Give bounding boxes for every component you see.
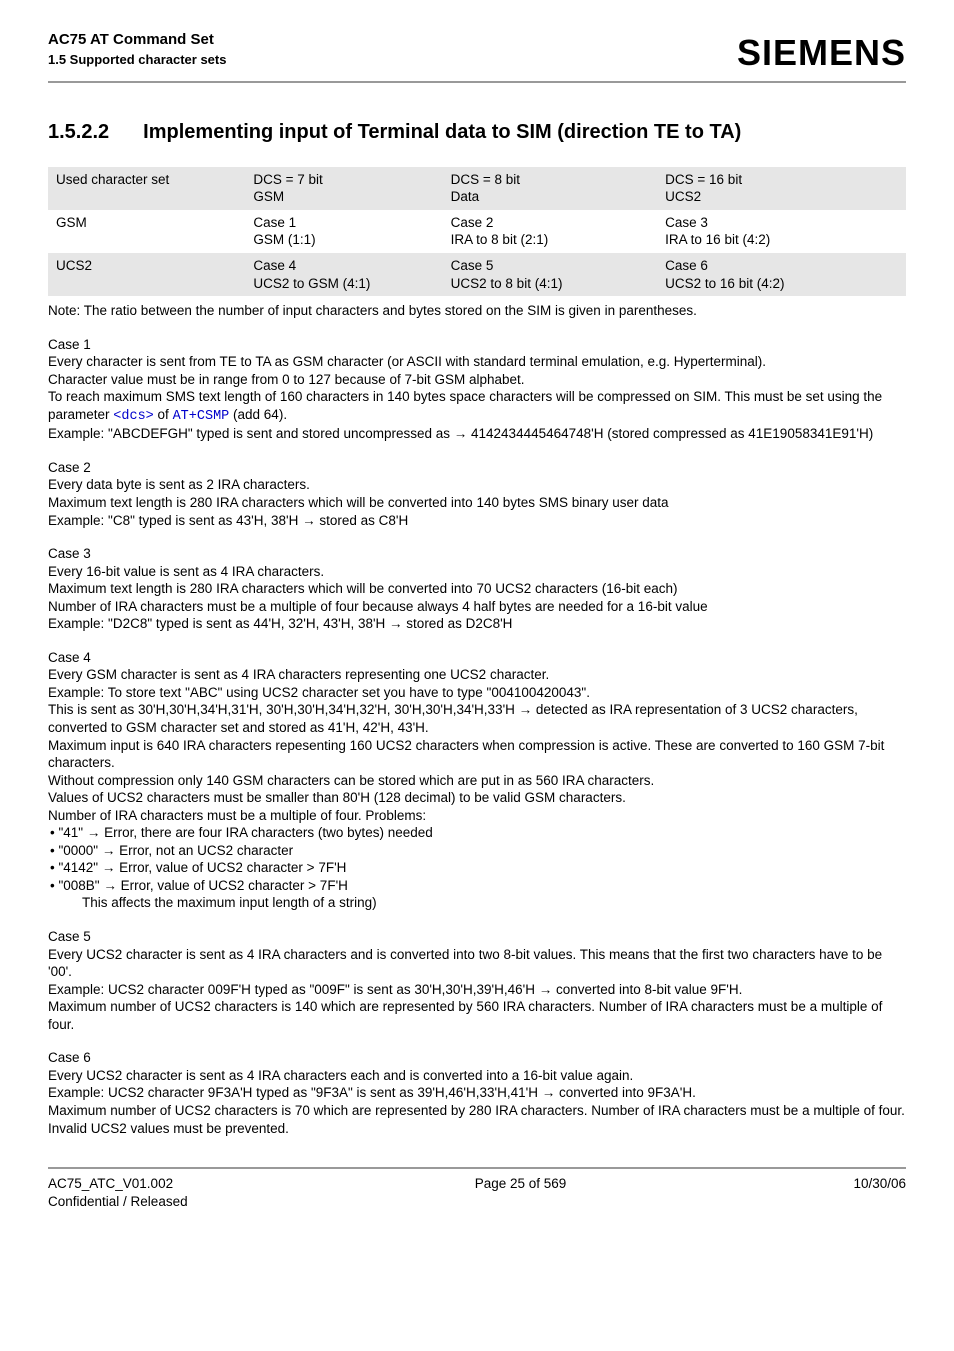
cell: Case 1 (253, 215, 296, 230)
case-text: Example: UCS2 character 009F'H typed as … (48, 981, 906, 999)
cell: Case 5 (451, 258, 494, 273)
case-text: Example: "C8" typed is sent as 43'H, 38'… (48, 512, 906, 530)
case-text: Every 16-bit value is sent as 4 IRA char… (48, 563, 906, 581)
case-label: Case 2 (48, 459, 906, 477)
table-row: Used character set DCS = 7 bit GSM DCS = … (48, 167, 906, 210)
case-text: Every GSM character is sent as 4 IRA cha… (48, 666, 906, 684)
cell: Case 4 (253, 258, 296, 273)
dcs-link[interactable]: <dcs> (113, 409, 154, 424)
case-text: Example: To store text "ABC" using UCS2 … (48, 684, 906, 702)
cell: Case 3 (665, 215, 708, 230)
case-text: Without compression only 140 GSM charact… (48, 772, 906, 790)
cell: UCS2 (56, 258, 92, 273)
cell: Used character set (56, 172, 169, 187)
case-text: Values of UCS2 characters must be smalle… (48, 789, 906, 807)
case-5: Case 5 Every UCS2 character is sent as 4… (48, 928, 906, 1033)
case-label: Case 5 (48, 928, 906, 946)
case-text: Example: "D2C8" typed is sent as 44'H, 3… (48, 615, 906, 633)
cell: GSM (56, 215, 87, 230)
case-text: Example: "ABCDEFGH" typed is sent and st… (48, 425, 906, 443)
case-text: Number of IRA characters must be a multi… (48, 807, 906, 825)
case-label: Case 1 (48, 336, 906, 354)
case-label: Case 6 (48, 1049, 906, 1067)
cell: UCS2 (665, 189, 701, 204)
atcsmp-link[interactable]: AT+CSMP (173, 409, 230, 424)
case-text: Character value must be in range from 0 … (48, 371, 906, 389)
cell: Data (451, 189, 480, 204)
list-item: "0000" → Error, not an UCS2 character (48, 842, 906, 860)
section-number: 1.5.2.2 (48, 119, 109, 145)
cell: UCS2 to 8 bit (4:1) (451, 276, 563, 291)
doc-subtitle: 1.5 Supported character sets (48, 52, 226, 69)
section-heading: 1.5.2.2 Implementing input of Terminal d… (48, 119, 906, 145)
case-text: Example: UCS2 character 9F3A'H typed as … (48, 1084, 906, 1102)
cell: IRA to 16 bit (4:2) (665, 232, 770, 247)
page-footer: AC75_ATC_V01.002 Confidential / Released… (48, 1167, 906, 1210)
case-text: This is sent as 30'H,30'H,34'H,31'H, 30'… (48, 701, 906, 736)
header-left: AC75 AT Command Set 1.5 Supported charac… (48, 30, 226, 68)
footer-left: AC75_ATC_V01.002 Confidential / Released (48, 1175, 188, 1210)
cell: DCS = 8 bit (451, 172, 520, 187)
list-item: "4142" → Error, value of UCS2 character … (48, 859, 906, 877)
cell: UCS2 to 16 bit (4:2) (665, 276, 784, 291)
case-text: Maximum text length is 280 IRA character… (48, 494, 906, 512)
case-text: To reach maximum SMS text length of 160 … (48, 388, 906, 425)
case-1: Case 1 Every character is sent from TE t… (48, 336, 906, 443)
case-6: Case 6 Every UCS2 character is sent as 4… (48, 1049, 906, 1137)
list-item: "008B" → Error, value of UCS2 character … (48, 877, 906, 912)
case-text: Maximum input is 640 IRA characters repe… (48, 737, 906, 772)
brand-logo: SIEMENS (737, 30, 906, 77)
case-2: Case 2 Every data byte is sent as 2 IRA … (48, 459, 906, 529)
case-text: Maximum number of UCS2 characters is 70 … (48, 1102, 906, 1120)
case-4: Case 4 Every GSM character is sent as 4 … (48, 649, 906, 912)
list-item: "41" → Error, there are four IRA charact… (48, 824, 906, 842)
section-title: Implementing input of Terminal data to S… (143, 119, 741, 145)
footer-page: Page 25 of 569 (475, 1175, 567, 1210)
table-row: GSM Case 1 GSM (1:1) Case 2 IRA to 8 bit (… (48, 210, 906, 253)
case-text: Maximum text length is 280 IRA character… (48, 580, 906, 598)
case-label: Case 3 (48, 545, 906, 563)
cell: GSM (1:1) (253, 232, 315, 247)
footer-version: AC75_ATC_V01.002 (48, 1175, 188, 1193)
case-text: Every UCS2 character is sent as 4 IRA ch… (48, 1067, 906, 1085)
cell: DCS = 16 bit (665, 172, 742, 187)
footer-date: 10/30/06 (853, 1175, 906, 1210)
case-text: Every character is sent from TE to TA as… (48, 353, 906, 371)
case-text: Number of IRA characters must be a multi… (48, 598, 906, 616)
cell: Case 2 (451, 215, 494, 230)
case-3: Case 3 Every 16-bit value is sent as 4 I… (48, 545, 906, 633)
cell: IRA to 8 bit (2:1) (451, 232, 549, 247)
charset-table: Used character set DCS = 7 bit GSM DCS = … (48, 167, 906, 296)
case-text: Every UCS2 character is sent as 4 IRA ch… (48, 946, 906, 981)
cell: UCS2 to GSM (4:1) (253, 276, 370, 291)
footer-confidential: Confidential / Released (48, 1193, 188, 1211)
case-label: Case 4 (48, 649, 906, 667)
page-header: AC75 AT Command Set 1.5 Supported charac… (48, 30, 906, 83)
cell: GSM (253, 189, 284, 204)
case-text: Maximum number of UCS2 characters is 140… (48, 998, 906, 1033)
table-row: UCS2 Case 4 UCS2 to GSM (4:1) Case 5 UCS2 … (48, 253, 906, 296)
table-note: Note: The ratio between the number of in… (48, 302, 906, 320)
case4-bullets: "41" → Error, there are four IRA charact… (48, 824, 906, 912)
case-text: Every data byte is sent as 2 IRA charact… (48, 476, 906, 494)
cell: Case 6 (665, 258, 708, 273)
case-text: Invalid UCS2 values must be prevented. (48, 1120, 906, 1138)
cell: DCS = 7 bit (253, 172, 322, 187)
doc-title: AC75 AT Command Set (48, 30, 226, 50)
